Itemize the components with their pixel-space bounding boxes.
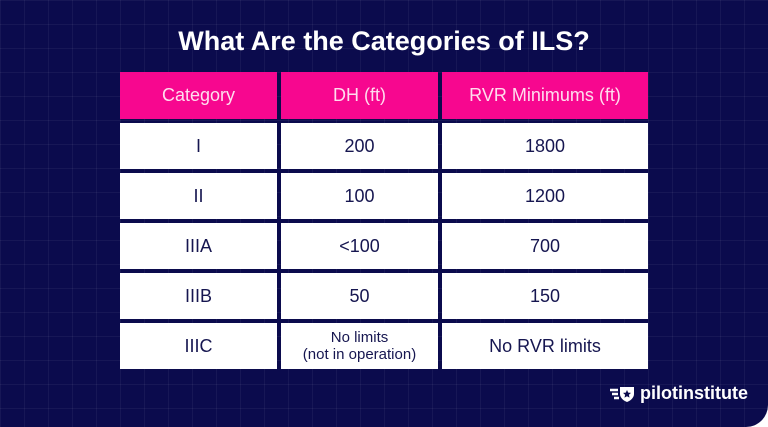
cell-rvr: 1800 [442, 123, 648, 169]
cell-dh: 100 [281, 173, 438, 219]
cell-rvr: No RVR limits [442, 323, 648, 369]
header-dh: DH (ft) [281, 72, 438, 119]
ils-categories-table: Category DH (ft) RVR Minimums (ft) I 200… [120, 72, 648, 369]
cell-category: II [120, 173, 277, 219]
cell-dh: No limits (not in operation) [281, 323, 438, 369]
winged-shield-star-icon [610, 386, 634, 402]
logo-text: pilotinstitute [640, 383, 748, 403]
cell-category: IIIB [120, 273, 277, 319]
header-rvr: RVR Minimums (ft) [442, 72, 648, 119]
cell-category: IIIA [120, 223, 277, 269]
pilot-institute-logo: pilotinstitute [610, 383, 748, 404]
cell-dh: 50 [281, 273, 438, 319]
cell-rvr: 150 [442, 273, 648, 319]
cell-category: IIIC [120, 323, 277, 369]
cell-rvr: 700 [442, 223, 648, 269]
page-title: What Are the Categories of ILS? [178, 26, 590, 56]
cell-dh: <100 [281, 223, 438, 269]
cell-dh: 200 [281, 123, 438, 169]
cell-category: I [120, 123, 277, 169]
header-category: Category [120, 72, 277, 119]
cell-rvr: 1200 [442, 173, 648, 219]
